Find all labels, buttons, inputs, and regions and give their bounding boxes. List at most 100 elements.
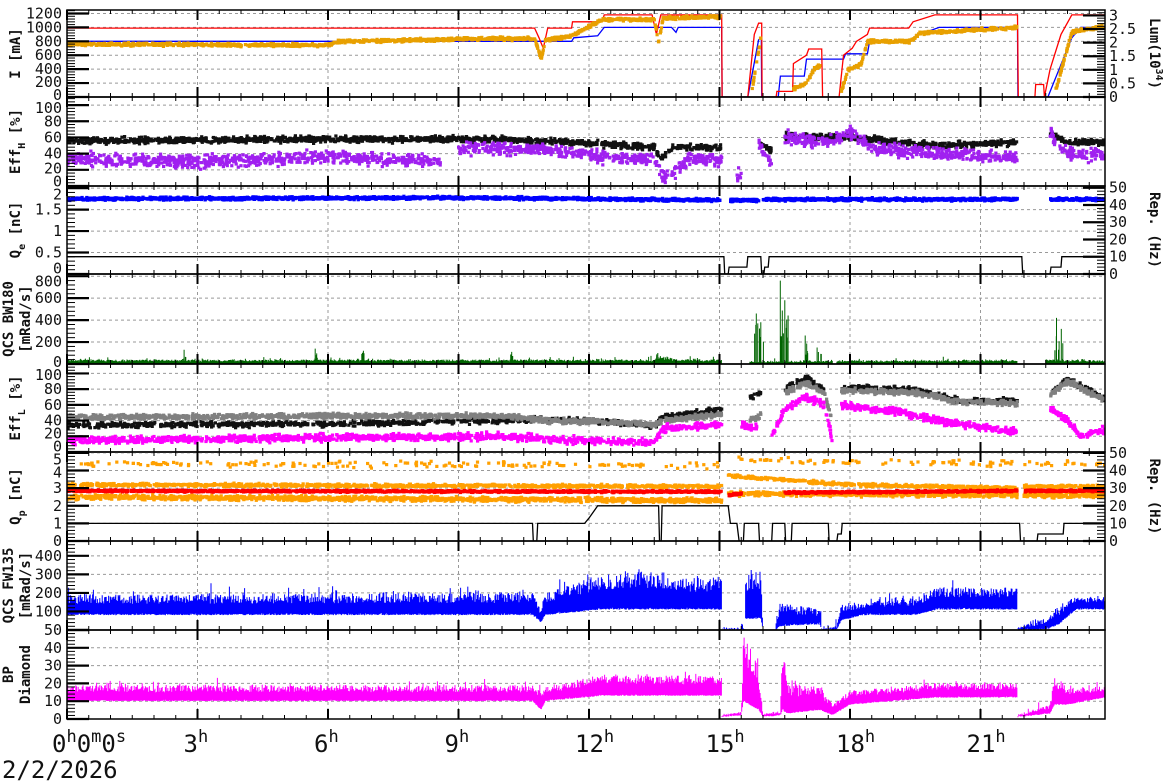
data-point	[816, 63, 820, 67]
data-point	[291, 139, 295, 143]
data-point	[192, 140, 196, 144]
data-point	[1067, 141, 1071, 145]
data-point	[229, 158, 233, 162]
data-point	[446, 135, 450, 139]
data-point	[166, 159, 170, 163]
data-point	[182, 136, 186, 140]
data-point	[316, 45, 320, 49]
data-point	[140, 155, 144, 160]
data-point	[435, 161, 440, 165]
data-point	[96, 43, 100, 47]
data-point	[429, 158, 433, 162]
data-point	[229, 43, 233, 47]
data-point	[265, 140, 269, 144]
data-point	[1068, 35, 1072, 40]
data-point	[125, 160, 130, 164]
series-group	[67, 124, 1105, 185]
data-point	[272, 45, 276, 49]
data-point	[1002, 27, 1006, 32]
data-point	[410, 160, 414, 164]
data-point	[310, 156, 314, 160]
data-point	[214, 155, 218, 159]
data-point	[619, 147, 623, 151]
data-point	[86, 137, 90, 141]
data-point	[301, 44, 305, 48]
data-point	[313, 159, 317, 163]
data-point	[554, 37, 558, 41]
data-point	[90, 138, 94, 143]
data-point	[133, 157, 137, 161]
data-point	[530, 141, 534, 145]
data-point	[303, 161, 307, 165]
data-point	[145, 138, 149, 143]
data-point	[96, 138, 100, 142]
data-point	[316, 157, 320, 161]
data-point	[274, 157, 279, 161]
data-point	[279, 141, 283, 145]
data-point	[156, 155, 160, 159]
data-point	[811, 133, 815, 137]
data-point	[218, 158, 222, 162]
data-point	[458, 38, 462, 42]
data-point	[89, 141, 93, 145]
data-point	[282, 159, 286, 163]
data-point	[589, 25, 593, 29]
data-point	[117, 42, 121, 47]
data-point	[649, 152, 653, 156]
data-point	[196, 138, 200, 142]
data-point	[270, 157, 274, 161]
data-point	[75, 41, 79, 45]
data-point	[197, 42, 201, 46]
data-point	[594, 142, 598, 146]
data-point	[1006, 143, 1011, 147]
data-point	[402, 137, 406, 141]
data-point	[355, 135, 359, 139]
data-point	[543, 138, 547, 142]
data-point	[224, 135, 228, 139]
data-point	[633, 144, 637, 148]
data-point	[130, 43, 134, 47]
data-point	[283, 136, 287, 140]
data-point	[974, 141, 978, 145]
data-point	[977, 143, 981, 147]
data-point	[460, 135, 464, 139]
data-point	[1057, 77, 1061, 81]
data-point	[904, 139, 908, 144]
data-point	[142, 41, 146, 45]
data-point	[939, 31, 943, 35]
data-point	[77, 159, 81, 163]
data-point	[287, 139, 291, 143]
data-point	[350, 157, 354, 161]
data-point	[1066, 43, 1070, 48]
data-point	[234, 162, 238, 166]
data-point	[527, 37, 531, 41]
data-point	[809, 73, 813, 77]
data-point	[131, 138, 136, 142]
data-point	[654, 27, 658, 31]
data-point	[277, 152, 281, 157]
data-point	[186, 41, 190, 45]
data-point	[437, 136, 441, 140]
data-point	[434, 37, 438, 41]
data-point	[108, 138, 112, 142]
data-point	[169, 140, 173, 145]
data-point	[1081, 138, 1085, 142]
data-point	[517, 137, 521, 141]
data-point	[257, 44, 261, 48]
data-point	[214, 139, 218, 143]
data-point	[1071, 31, 1075, 36]
data-point	[144, 139, 148, 143]
data-point	[799, 84, 803, 88]
data-point	[366, 164, 370, 168]
data-point	[1011, 142, 1015, 146]
data-point	[177, 157, 181, 161]
data-point	[115, 137, 119, 141]
data-point	[630, 154, 634, 158]
data-point	[465, 36, 469, 40]
data-point	[504, 137, 508, 141]
data-point	[921, 142, 925, 146]
data-point	[220, 136, 225, 140]
data-point	[294, 44, 298, 48]
data-point	[580, 142, 584, 146]
data-point	[93, 155, 97, 159]
